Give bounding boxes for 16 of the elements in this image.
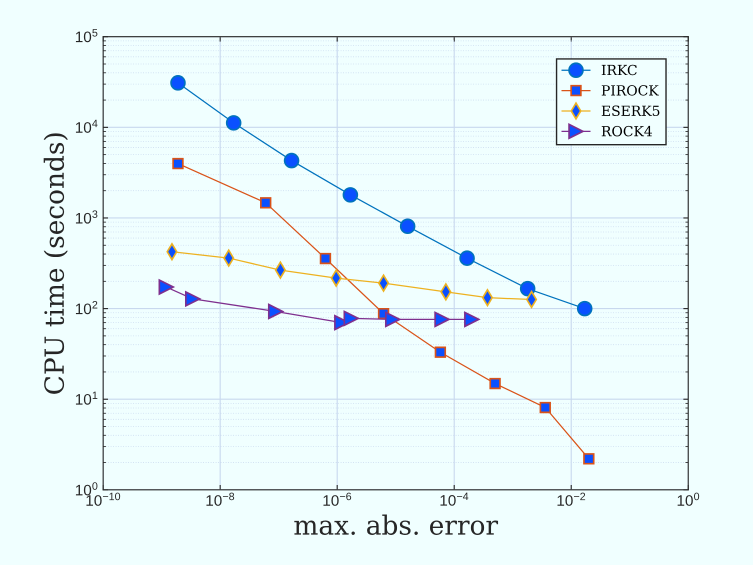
x-tick-label: 10$^{−8}$ [206,492,234,506]
y-tick-label: 10$^{4}$ [76,120,98,133]
y-tick-label: 10$^{3}$ [76,210,98,224]
y-axis-title: CPU time (seconds) [44,133,68,394]
x-tick-label: 10$^{−6}$ [323,492,352,506]
y-tick-label: 10$^{1}$ [76,392,98,405]
x-tick-label: 10$^{−4}$ [440,492,468,506]
legend-label: PIROCK [602,85,659,96]
y-tick-label: 10$^{5}$ [76,29,98,42]
legend-label: IRKC [602,64,637,76]
x-tick-label: 10$^{−2}$ [557,492,586,506]
x-tick-label: 10$^{0}$ [678,492,700,506]
legend-label: ESERK5 [602,106,660,116]
legend-label: ROCK4 [602,126,652,136]
x-axis-title: max. abs. error [294,514,498,535]
y-tick-label: 10$^{2}$ [76,301,98,314]
